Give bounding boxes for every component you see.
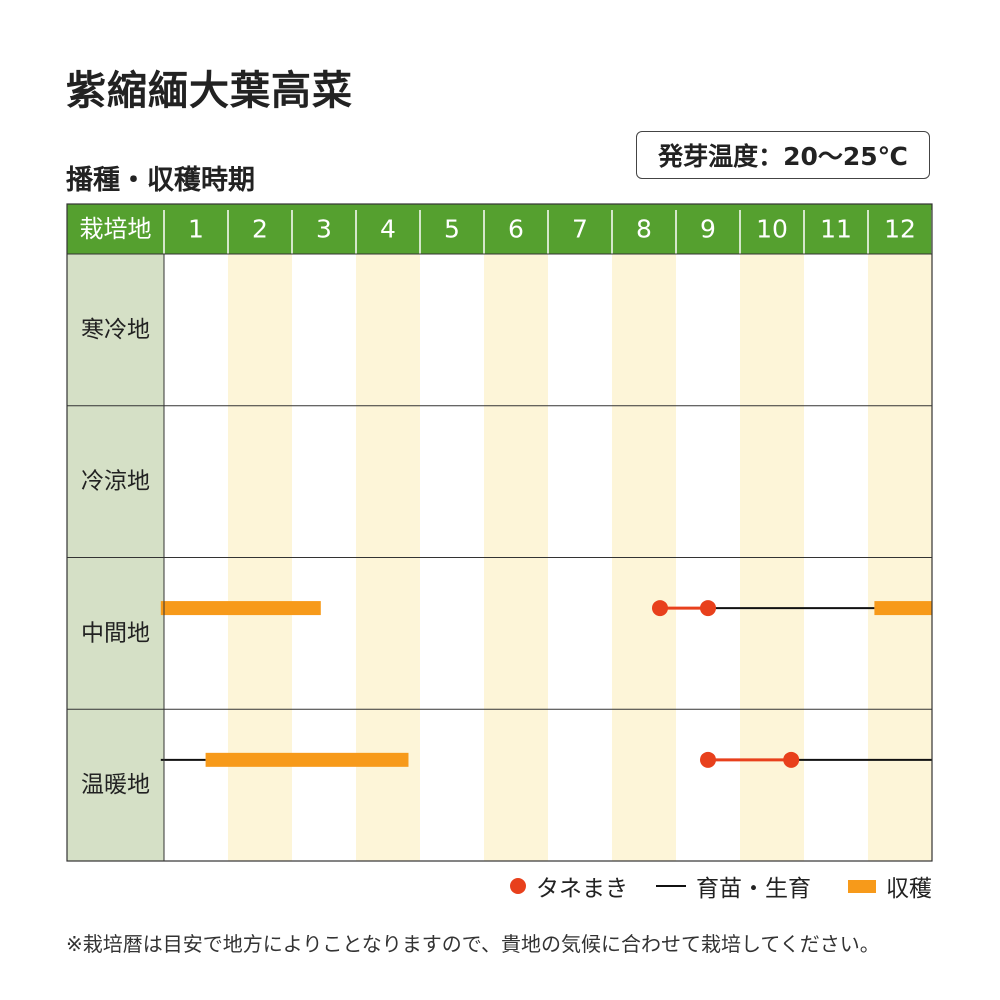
germination-temperature-box: 発芽温度：20〜25℃ <box>636 131 930 179</box>
month-label-6: 6 <box>508 215 524 244</box>
region-label-2: 冷涼地 <box>81 469 150 495</box>
legend-harvest-label: 収穫 <box>886 876 932 902</box>
month-label-9: 9 <box>700 215 716 244</box>
page-title: 紫縮緬大葉高菜 <box>66 68 353 114</box>
region-label-1: 寒冷地 <box>81 317 150 343</box>
sowing-dot <box>700 600 716 617</box>
header-row <box>67 204 932 254</box>
month-label-2: 2 <box>252 215 268 244</box>
harvest-bar <box>160 601 321 616</box>
footnote: ※栽培暦は目安で地方によりことなりますので、貴地の気候に合わせて栽培してください… <box>66 932 880 956</box>
legend-harvest: 収穫 <box>848 870 932 902</box>
growing-line-icon <box>656 885 686 887</box>
legend-growing: 育苗・生育 <box>656 870 811 902</box>
harvest-bar <box>874 601 932 616</box>
region-label-3: 中間地 <box>81 620 150 646</box>
table-border <box>66 203 933 862</box>
month-label-4: 4 <box>380 215 396 244</box>
month-label-1: 1 <box>188 215 204 244</box>
legend-sowing-label: タネまき <box>536 876 628 902</box>
month-label-5: 5 <box>444 215 460 244</box>
month-label-8: 8 <box>636 215 652 244</box>
month-label-10: 10 <box>756 215 788 244</box>
harvest-bar <box>205 752 409 767</box>
germination-temperature-text: 発芽温度：20〜25℃ <box>658 142 908 171</box>
month-label-7: 7 <box>572 215 588 244</box>
chart-subtitle: 播種・収穫時期 <box>66 165 255 196</box>
month-label-12: 12 <box>884 215 916 244</box>
harvest-bar-icon <box>848 879 876 893</box>
sowing-dot <box>700 751 716 768</box>
month-label-11: 11 <box>820 215 852 244</box>
sowing-dot <box>652 600 668 617</box>
sowing-dot <box>783 751 800 768</box>
header-label: 栽培地 <box>80 215 152 243</box>
month-label-3: 3 <box>316 215 332 244</box>
legend-growing-label: 育苗・生育 <box>696 876 811 902</box>
sowing-dot-icon <box>510 878 526 894</box>
legend-sowing: タネまき <box>510 870 628 902</box>
region-label-4: 温暖地 <box>81 772 150 798</box>
